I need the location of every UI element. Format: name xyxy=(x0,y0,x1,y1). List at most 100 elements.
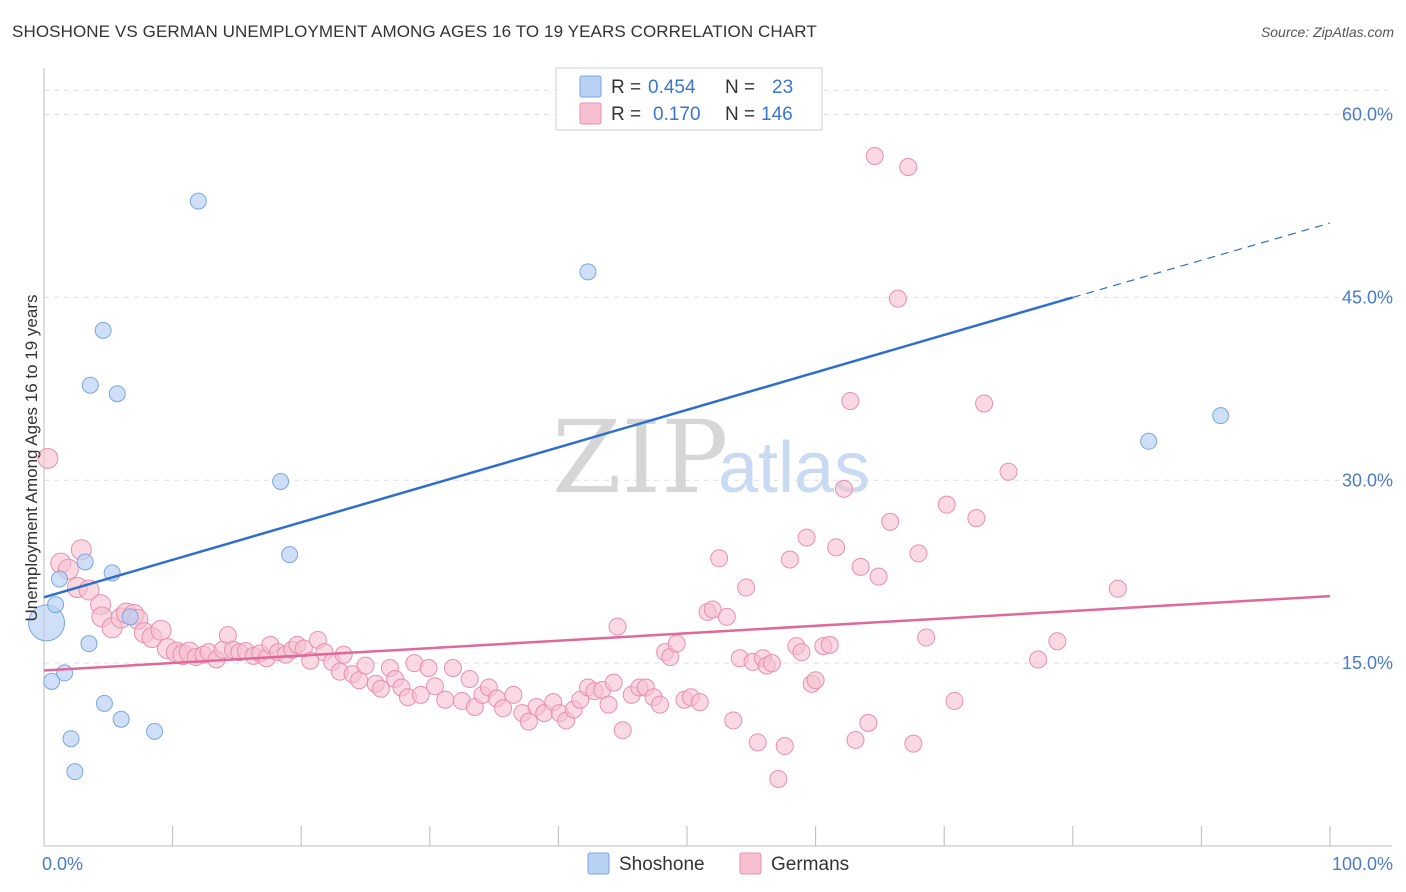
germans-point xyxy=(999,462,1018,481)
germans-point xyxy=(917,628,936,647)
shoshone-point xyxy=(189,192,207,210)
bottom-legend-swatch-shoshone xyxy=(587,852,610,875)
germans-point xyxy=(599,695,618,714)
germans-point xyxy=(769,769,788,788)
germans-point xyxy=(762,654,781,673)
germans-point xyxy=(613,721,632,740)
shoshone-point xyxy=(56,664,74,682)
germans-point xyxy=(690,693,709,712)
shoshone-point xyxy=(80,635,98,653)
germans-point xyxy=(975,394,994,413)
shoshone-points xyxy=(28,192,1230,781)
watermark: ZIP atlas xyxy=(552,399,870,516)
y-axis-title: Unemployment Among Ages 16 to 19 years xyxy=(22,295,41,622)
shoshone-point xyxy=(94,321,112,339)
germans-point xyxy=(851,557,870,576)
shoshone-trend-line xyxy=(43,296,1074,599)
germans-point xyxy=(494,699,513,718)
germans-point xyxy=(834,479,853,498)
germans-point xyxy=(888,289,907,308)
legend-n-value-shoshone: 23 xyxy=(772,77,793,98)
germans-point xyxy=(904,734,923,753)
x-tick-label-1: 100.0% xyxy=(1332,854,1393,874)
legend-n-label-shoshone: N = xyxy=(725,77,755,98)
germans-point xyxy=(419,659,438,678)
germans-trend-line xyxy=(43,594,1331,672)
legend-swatch-germans xyxy=(579,102,602,125)
shoshone-point xyxy=(50,570,68,588)
germans-point xyxy=(841,392,860,411)
y-tick-label-3: 60.0% xyxy=(1342,105,1393,125)
germans-point xyxy=(37,447,59,469)
chart-source: Source: ZipAtlas.com xyxy=(1260,24,1394,40)
germans-point xyxy=(899,157,918,176)
germans-point xyxy=(710,549,729,568)
shoshone-point xyxy=(121,608,139,626)
legend-r-label-germans: R = xyxy=(611,104,641,125)
shoshone-point xyxy=(81,376,99,394)
germans-point xyxy=(869,567,888,586)
germans-point xyxy=(967,509,986,528)
germans-point xyxy=(775,737,794,756)
shoshone-point xyxy=(1212,407,1230,425)
germans-point xyxy=(504,685,523,704)
germans-point xyxy=(937,495,956,514)
germans-point xyxy=(748,733,767,752)
bottom-legend-swatch-germans xyxy=(739,852,762,875)
bottom-legend-label-germans: Germans xyxy=(771,854,849,875)
y-tick-label-0: 15.0% xyxy=(1342,653,1393,673)
germans-point xyxy=(411,685,430,704)
germans-point xyxy=(667,634,686,653)
germans-point xyxy=(859,713,878,732)
germans-point xyxy=(425,677,444,696)
legend-n-value-germans: 146 xyxy=(761,104,793,125)
germans-point xyxy=(604,673,623,692)
germans-point xyxy=(519,712,538,731)
germans-point xyxy=(865,147,884,166)
germans-point xyxy=(1029,650,1048,669)
germans-point xyxy=(1108,579,1127,598)
germans-point xyxy=(717,607,736,626)
germans-point xyxy=(806,671,825,690)
watermark-zip: ZIP xyxy=(552,399,728,516)
x-tick-label-0: 0.0% xyxy=(42,854,83,874)
y-tick-label-2: 45.0% xyxy=(1342,287,1393,307)
germans-point xyxy=(1048,632,1067,651)
germans-point xyxy=(797,528,816,547)
germans-point xyxy=(371,679,390,698)
grid-lines xyxy=(44,89,1392,664)
bottom-legend-label-shoshone: Shoshone xyxy=(619,854,705,875)
trend-lines xyxy=(43,222,1331,672)
legend-swatch-shoshone xyxy=(579,75,602,98)
germans-point xyxy=(909,544,928,563)
shoshone-point xyxy=(47,596,65,614)
legend-n-label-germans: N = xyxy=(725,104,755,125)
legend: R = 0.454 N = 23 R = 0.170 N = 146 xyxy=(555,67,823,131)
shoshone-point xyxy=(281,546,299,564)
shoshone-point xyxy=(95,694,113,712)
germans-point xyxy=(846,730,865,749)
shoshone-point xyxy=(146,722,164,740)
germans-point xyxy=(650,695,669,714)
germans-point xyxy=(443,659,462,678)
shoshone-trend-extension xyxy=(1072,222,1331,299)
germans-point xyxy=(945,691,964,710)
shoshone-point xyxy=(579,263,597,281)
germans-point xyxy=(436,690,455,709)
germans-point xyxy=(737,578,756,597)
shoshone-point xyxy=(1140,432,1158,450)
legend-r-label-shoshone: R = xyxy=(611,77,641,98)
shoshone-point xyxy=(28,604,66,642)
legend-r-value-germans: 0.170 xyxy=(653,104,701,125)
germans-point xyxy=(881,512,900,531)
tick-labels: 15.0% 30.0% 45.0% 60.0% 0.0% 100.0% xyxy=(42,105,1393,874)
germans-points xyxy=(37,147,1127,788)
germans-point xyxy=(703,600,722,619)
shoshone-point xyxy=(43,672,61,690)
germans-point xyxy=(780,550,799,569)
germans-point xyxy=(792,643,811,662)
shoshone-point xyxy=(108,385,126,403)
shoshone-point xyxy=(66,763,84,781)
germans-point xyxy=(820,635,839,654)
